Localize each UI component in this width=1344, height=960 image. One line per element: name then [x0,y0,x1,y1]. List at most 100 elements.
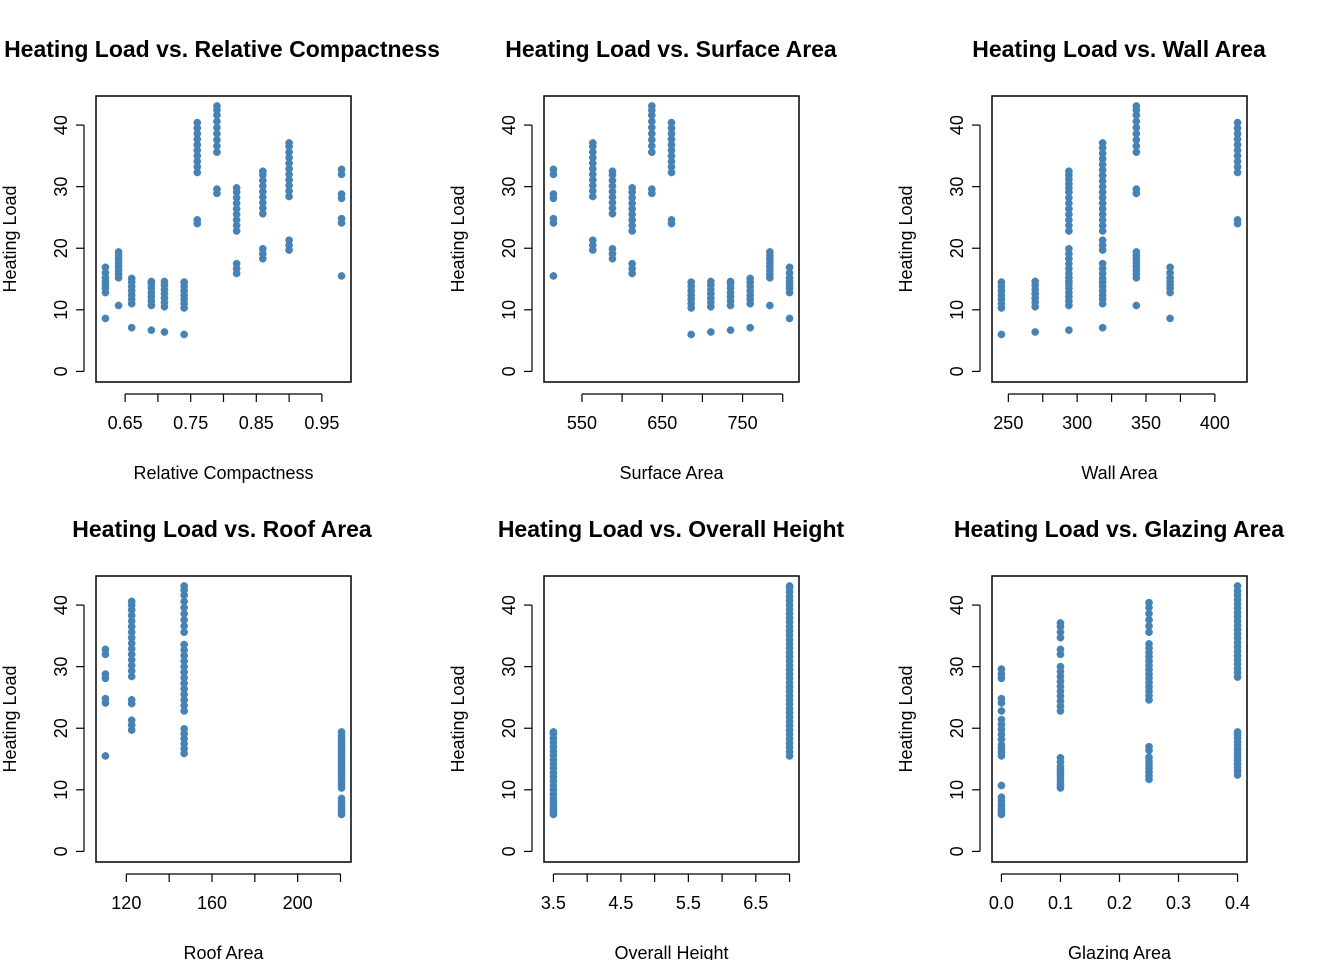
data-point [193,216,202,224]
x-tick-label: 200 [283,893,313,913]
data-point [766,248,774,256]
x-axis-label: Roof Area [183,943,264,960]
chart-title: Heating Load vs. Wall Area [972,36,1266,62]
data-point [180,582,188,590]
data-point [667,216,676,224]
y-tick-label: 10 [51,300,71,320]
x-tick-label: 3.5 [541,893,566,913]
data-point [608,167,617,176]
y-axis-label: Heating Load [896,665,916,772]
data-point [647,185,656,193]
data-point [1065,245,1073,253]
x-axis-label: Glazing Area [1068,943,1172,960]
chart-panel-5: Heating Load vs. Overall Height 3.5 4.5 5.5… [448,516,845,960]
data-point [687,278,696,286]
data-point [1098,259,1107,268]
plot-frame [543,95,800,383]
x-tick-label: 0.85 [239,413,274,433]
y-tick-label: 10 [51,780,71,800]
y-tick-label: 20 [51,238,71,258]
data-point [549,214,558,223]
y-axis-label: Heating Load [896,185,916,292]
x-axis-label: Relative Compactness [133,463,313,483]
data-point [259,167,267,176]
x-axis-label: Wall Area [1081,463,1158,483]
data-point [213,102,221,110]
data-point [232,259,241,268]
x-tick-label: 160 [197,893,227,913]
data-point [180,640,188,649]
x-tick-label: 750 [728,413,758,433]
data-point [1098,139,1107,147]
data-point [1145,640,1153,648]
data-point [726,326,735,334]
x-tick-label: 0.95 [304,413,339,433]
x-tick-label: 0.0 [989,893,1014,913]
data-point [127,274,136,283]
data-point [127,323,136,332]
x-tick-label: 6.5 [743,893,768,913]
data-point [1233,582,1242,590]
data-point [114,248,123,256]
data-point [746,323,755,332]
x-tick-label: 550 [567,413,597,433]
x-axis-label: Overall Height [614,943,728,960]
y-tick-label: 30 [51,657,71,677]
data-point [285,236,293,245]
data-point [114,301,123,310]
x-tick-label: 0.65 [108,413,143,433]
data-point [285,139,293,147]
plot-frame [95,575,352,863]
y-tick-label: 20 [499,238,519,258]
data-point [667,118,676,127]
y-tick-label: 20 [947,238,967,258]
data-point [337,794,346,803]
data-point [337,214,346,223]
data-point [101,314,110,323]
y-tick-label: 10 [499,300,519,320]
y-axis-label: Heating Load [448,185,468,292]
y-tick-label: 40 [947,115,967,135]
data-point [1056,662,1065,671]
y-tick-label: 20 [51,718,71,738]
x-tick-label: 0.3 [1166,893,1191,913]
x-tick-label: 0.4 [1225,893,1250,913]
data-point [997,793,1006,802]
y-tick-label: 30 [51,177,71,197]
chart-panel-3: Heating Load vs. Wall Area 250 300 350 400 0 1… [896,36,1266,483]
data-point [127,696,136,704]
data-point [997,707,1006,715]
x-tick-label: 650 [647,413,677,433]
data-point [608,245,617,253]
data-point [549,190,558,198]
data-point [1166,263,1174,272]
y-tick-label: 10 [947,780,967,800]
data-point [726,277,735,286]
plot-frame [991,575,1248,863]
plot-frame [95,95,352,383]
plot-frame [543,575,800,863]
plot-frame [991,95,1248,383]
data-point [549,165,558,174]
data-point [647,102,656,110]
chart-panel-2: Heating Load vs. Surface Area 550 650 750 0 1… [448,36,837,483]
y-tick-label: 20 [947,718,967,738]
data-point [193,118,202,127]
data-point [101,752,110,760]
data-point [1031,277,1040,286]
data-point [549,272,558,280]
data-point [147,277,156,286]
data-point [101,694,110,703]
y-tick-label: 40 [947,595,967,615]
data-point [1056,645,1065,654]
y-tick-label: 0 [947,846,967,856]
data-point [127,597,136,606]
chart-title: Heating Load vs. Glazing Area [954,516,1284,542]
y-tick-label: 40 [499,595,519,615]
data-point [1145,742,1153,751]
data-point [1132,301,1141,310]
data-point [1233,728,1242,736]
y-tick-label: 0 [51,846,71,856]
data-point [101,645,110,654]
